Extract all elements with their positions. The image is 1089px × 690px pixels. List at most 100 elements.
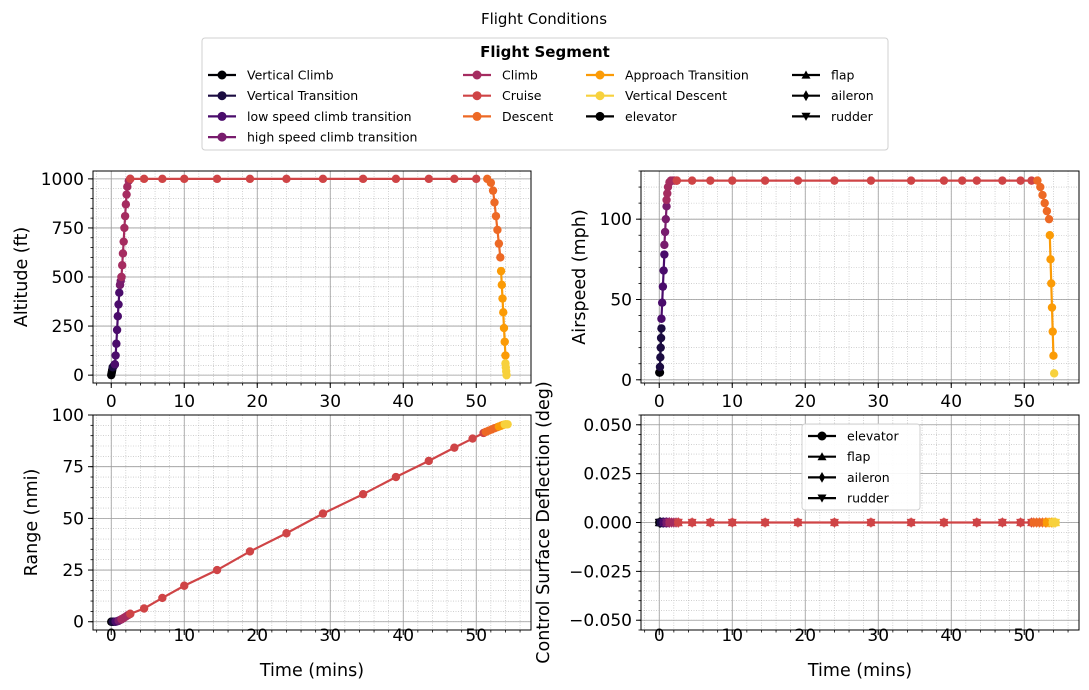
panel-control-surface-deflection-deg: 0 10 20 30 40 50 −0.050 −0.025 0.000 0.025 0.050 Co… [534, 381, 1080, 681]
data-point-vertical-transition [656, 333, 666, 343]
legend-entry-vertical-transition: Vertical Transition [208, 88, 358, 103]
data-point-low-speed-climb-transition [113, 312, 123, 321]
data-point-low-speed-climb-transition [657, 314, 666, 323]
data-point-cruise [126, 174, 135, 184]
data-point-cruise [212, 565, 222, 575]
data-point-descent [490, 198, 499, 207]
x-tick-label: 20 [794, 626, 816, 646]
inset-legend-frame [801, 423, 921, 511]
legend-entry-rudder: rudder [792, 109, 874, 124]
data-point-climb [121, 200, 131, 209]
x-axis-label: Time (mins) [807, 661, 912, 681]
data-point-low-speed-climb-transition [112, 339, 121, 348]
data-point-cruise [424, 174, 433, 184]
data-point-low-speed-climb-transition [112, 325, 122, 335]
inset-legend-entry-flap: flap [808, 449, 871, 464]
data-point-vertical-transition [655, 362, 665, 372]
data-point-descent [1036, 182, 1045, 192]
data-point-descent [1040, 198, 1049, 208]
x-tick-label: 30 [319, 626, 341, 646]
data-point-cruise [245, 547, 255, 556]
y-tick-label: 250 [52, 317, 84, 337]
data-point-cruise [687, 176, 697, 185]
data-point-approach-transition [1049, 351, 1058, 360]
data-point-vertical-descent [1049, 369, 1059, 378]
data-point-cruise [706, 176, 715, 185]
legend-entry-cruise: Cruise [463, 88, 542, 103]
data-point-cruise [158, 174, 167, 184]
data-point-elevator [728, 518, 737, 527]
data-point-approach-transition [500, 337, 509, 346]
y-tick-label: 75 [62, 458, 84, 478]
data-point-low-speed-climb-transition [657, 298, 667, 307]
data-point-elevator [906, 518, 916, 527]
inset-legend-marker-rudder [817, 494, 827, 503]
axes-frame [640, 170, 1080, 384]
data-point-cruise [939, 176, 949, 185]
x-tick-label: 10 [721, 626, 743, 646]
data-point-elevator [830, 518, 839, 527]
data-point-cruise [958, 176, 967, 185]
data-point-elevator [998, 518, 1007, 527]
y-tick-label: 0 [621, 371, 632, 391]
x-tick-label: 0 [106, 392, 117, 412]
legend-label-flap: flap [831, 68, 855, 83]
data-point-cruise [139, 604, 149, 613]
x-tick-label: 50 [465, 392, 487, 412]
data-point-cruise [180, 581, 189, 590]
y-axis-label: Range (nmi) [22, 469, 42, 577]
x-tick-label: 20 [246, 626, 268, 646]
y-tick-label: 50 [62, 509, 84, 529]
data-point-climb [118, 249, 128, 258]
data-point-cruise [450, 443, 459, 452]
y-tick-label: 50 [610, 290, 632, 310]
inset-legend-entry-rudder: rudder [808, 491, 890, 506]
inset-legend-label-aileron: aileron [847, 470, 890, 485]
data-point-descent [488, 186, 498, 195]
data-point-vertical-transition [656, 343, 665, 352]
legend-entry-aileron: aileron [792, 88, 874, 103]
data-point-cruise [728, 176, 737, 185]
x-tick-label: 50 [1013, 626, 1035, 646]
axis-ticks: 0 10 20 30 40 50 0 50 100 [600, 170, 1069, 412]
data-point-climb [122, 190, 131, 199]
data-point-cruise [180, 174, 189, 184]
y-axis-label: Control Surface Deflection (deg) [534, 381, 554, 663]
data-point-cruise [468, 434, 477, 443]
x-tick-label: 50 [465, 626, 487, 646]
legend-entry-climb: Climb [463, 68, 538, 83]
data-point-approach-transition [498, 294, 507, 303]
inset-legend-label-flap: flap [847, 449, 871, 464]
data-point-cruise [450, 174, 459, 184]
minor-grid [641, 170, 1079, 383]
legend-entry-vertical-climb: Vertical Climb [208, 68, 334, 83]
series-line-high-speed-climb-transition [663, 206, 668, 245]
data-point-cruise [282, 174, 291, 184]
data-point-cruise [139, 174, 149, 184]
data-point-cruise [391, 472, 401, 482]
data-point-high-speed-climb-transition [660, 227, 670, 237]
plot-area [107, 174, 511, 380]
y-tick-label: 500 [52, 268, 84, 288]
data-point-high-speed-climb-transition [660, 240, 669, 250]
y-axis-label: Altitude (ft) [12, 227, 32, 327]
data-point-climb [118, 261, 127, 270]
major-grid [641, 171, 1079, 383]
data-point-elevator [687, 518, 697, 527]
data-point-low-speed-climb-transition [660, 250, 669, 259]
data-point-cruise [760, 176, 770, 185]
series-line-approach-transition [1048, 235, 1055, 356]
legend-entry-flap: flap [792, 68, 855, 83]
data-point-cruise [282, 529, 291, 538]
plot-area [655, 176, 1059, 378]
legend-marker-aileron [802, 90, 810, 102]
legend-marker-flap [801, 70, 811, 79]
data-point-low-speed-climb-transition [658, 282, 668, 291]
legend-label-aileron: aileron [831, 88, 874, 103]
data-point-cruise [472, 174, 481, 184]
data-point-approach-transition [1047, 303, 1057, 312]
x-tick-label: 10 [173, 392, 195, 412]
x-tick-label: 40 [392, 392, 414, 412]
legend-label-cruise: Cruise [502, 88, 542, 103]
legend-label-vertical-descent: Vertical Descent [625, 88, 727, 103]
